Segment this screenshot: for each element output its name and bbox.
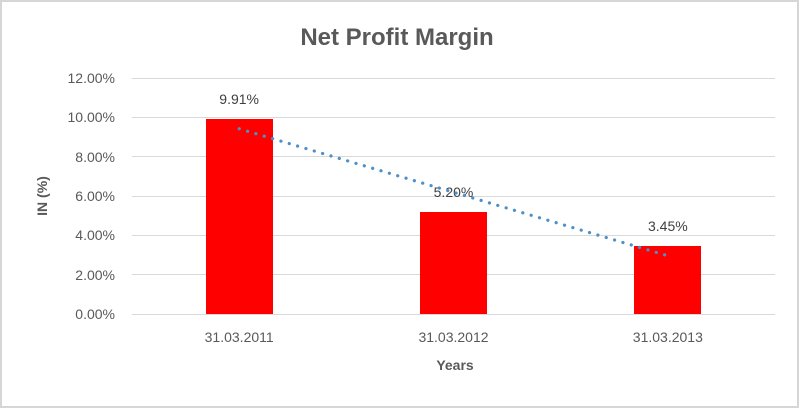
gridline [132,116,775,118]
bar-31.03.2011[interactable] [205,119,273,314]
x-tick-label: 31.03.2011 [204,329,274,345]
y-tick-label: 6.00% [75,188,115,204]
bar-31.03.2012[interactable] [420,211,487,314]
y-tick-label: 2.00% [75,266,115,283]
bar-data-label: 9.91% [219,91,260,108]
bar-data-label: 3.45% [647,218,688,235]
y-tick-label: 0.00% [75,306,115,322]
y-tick-label: 4.00% [75,227,115,244]
chart-title: Net Profit Margin [300,24,494,51]
y-tick-label: 10.00% [67,109,115,126]
plot-area: 9.91% 31.03.2011 5.20% 31.03.2012 3.45% 31.03… [132,77,775,345]
bar-31.03.2013[interactable] [634,246,702,314]
x-tick-label: 31.03.2013 [632,329,703,345]
gridline [132,313,775,315]
y-tick-label: 8.00% [75,148,115,165]
x-tick-label: 31.03.2012 [418,329,489,345]
x-axis-title: Years [436,357,474,373]
y-tick-label: 12.00% [67,70,115,86]
gridline [132,156,775,158]
gridline [132,195,775,197]
gridline [132,77,775,79]
trendline[interactable] [132,78,775,314]
